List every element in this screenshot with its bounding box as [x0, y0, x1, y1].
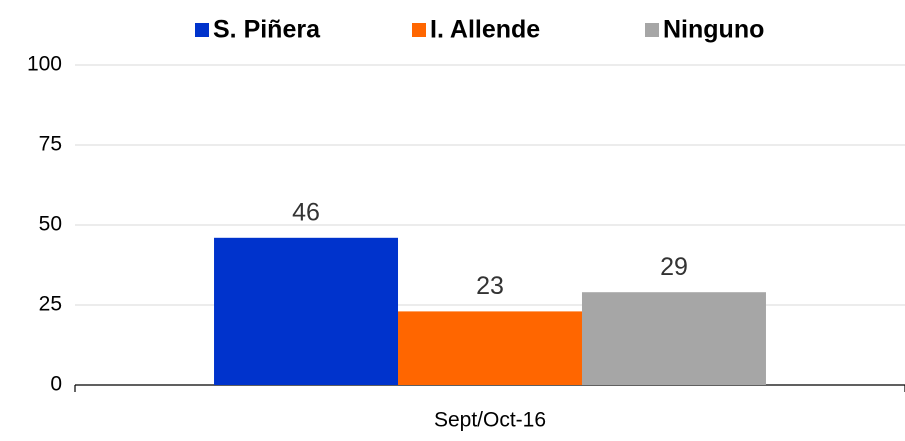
legend-swatch: [645, 23, 659, 37]
y-tick-label: 75: [39, 133, 62, 156]
legend-swatch: [195, 23, 209, 37]
y-tick-label: 50: [39, 213, 62, 236]
legend-label: S. Piñera: [213, 16, 321, 44]
y-tick-label: 0: [50, 373, 62, 396]
value-label: 29: [660, 253, 688, 281]
bar: [214, 237, 399, 385]
y-tick-label: 100: [27, 53, 62, 76]
legend-label: I. Allende: [430, 16, 540, 44]
value-label: 23: [476, 272, 504, 300]
legend-swatch: [412, 23, 426, 37]
value-label: 46: [292, 198, 320, 226]
y-tick-label: 25: [39, 293, 62, 316]
bar: [581, 292, 766, 385]
legend-label: Ninguno: [663, 16, 764, 44]
x-tick-label: Sept/Oct-16: [434, 409, 546, 432]
bar: [398, 311, 582, 385]
